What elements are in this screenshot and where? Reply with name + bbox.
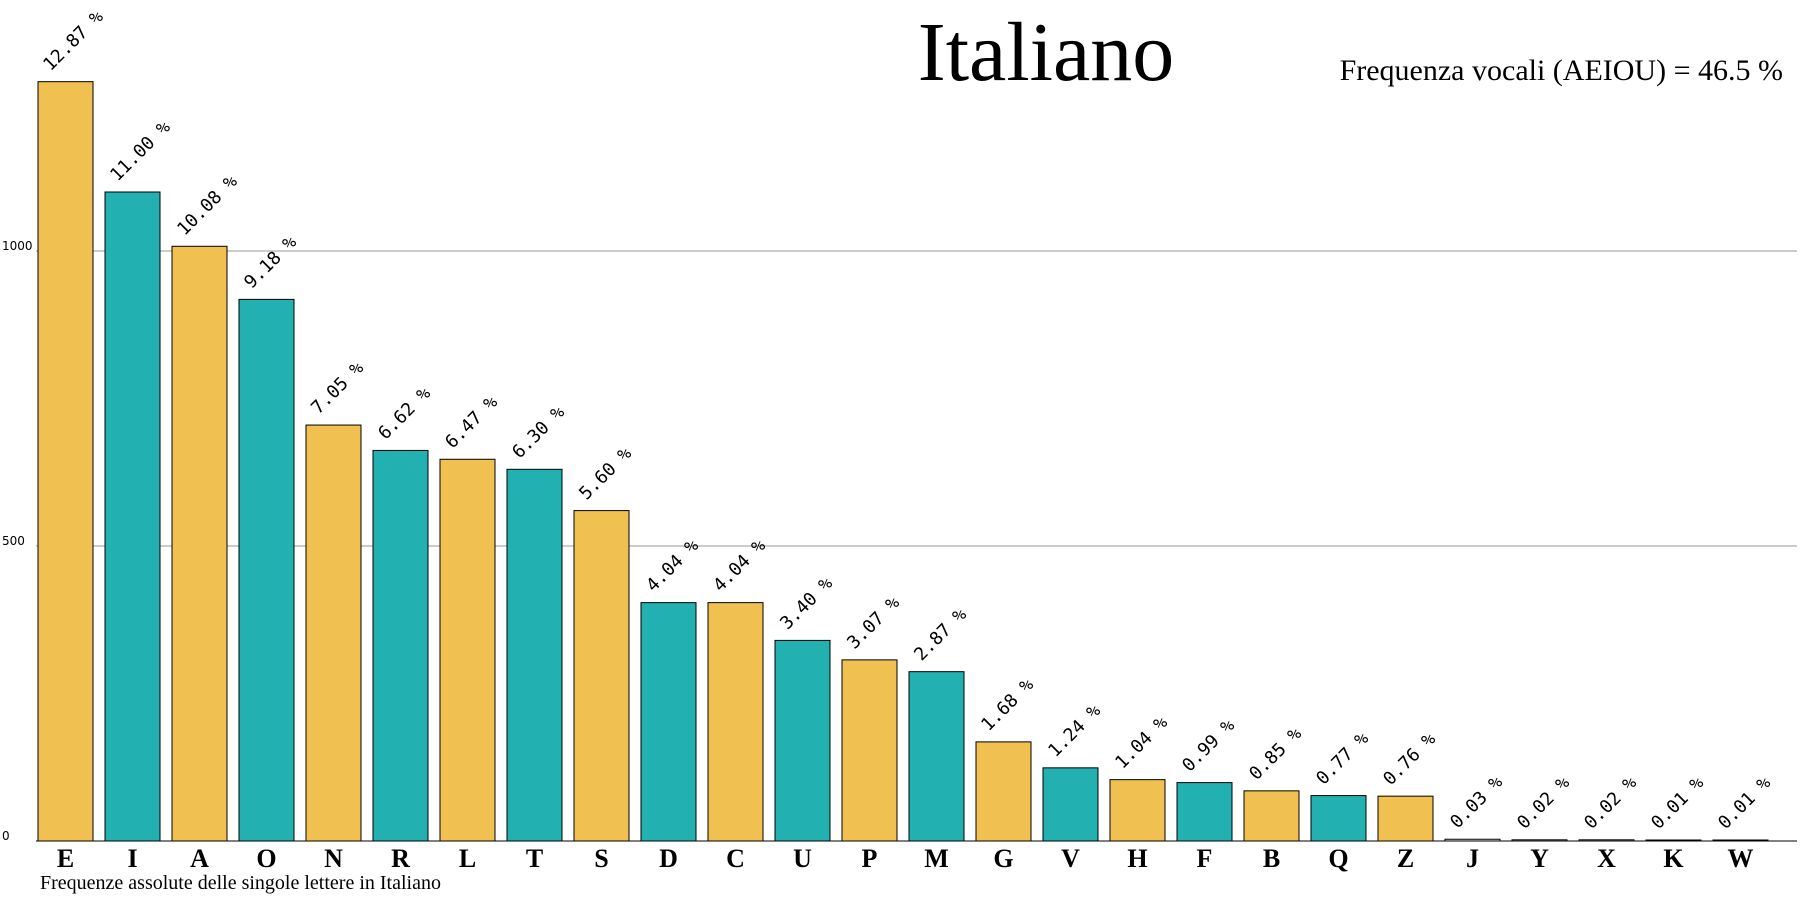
bar-H [1109, 779, 1166, 842]
category-label-H: H [1127, 844, 1147, 873]
y-tick-labels: 0 500 1000 [2, 239, 33, 843]
data-label-Q: 0.77 % [1312, 728, 1373, 789]
data-label-Z: 0.76 % [1379, 729, 1440, 790]
bar-E [37, 81, 94, 842]
bar-D [640, 602, 697, 842]
data-label-U: 3.40 % [776, 573, 837, 634]
data-label-M: 2.87 % [910, 604, 971, 665]
category-label-P: P [862, 844, 878, 873]
category-label-L: L [459, 844, 476, 873]
bar-B [1243, 790, 1300, 842]
data-label-O: 9.18 % [240, 232, 301, 293]
data-label-D: 4.04 % [642, 535, 703, 596]
bar-M [908, 671, 965, 842]
category-label-G: G [993, 844, 1013, 873]
data-label-K: 0.01 % [1647, 773, 1708, 834]
chart-caption: Frequenze assolute delle singole lettere… [40, 872, 441, 894]
bar-N [305, 424, 362, 842]
category-label-J: J [1466, 844, 1479, 873]
category-label-U: U [793, 844, 812, 873]
bar-I [104, 191, 161, 842]
vowel-frequency-note: Frequenza vocali (AEIOU) = 46.5 % [1340, 54, 1783, 87]
bar-A [171, 245, 228, 842]
data-label-G: 1.68 % [977, 674, 1038, 735]
bar-L [439, 458, 496, 842]
bar-V [1042, 767, 1099, 842]
data-labels: 12.87 %11.00 %10.08 %9.18 %7.05 % 6.62 % 6… [39, 7, 1775, 834]
category-label-T: T [526, 844, 543, 873]
data-label-F: 0.99 % [1178, 715, 1239, 776]
bar-R [372, 449, 429, 842]
data-label-X: 0.02 % [1580, 772, 1641, 833]
data-label-A: 10.08 % [173, 171, 242, 240]
category-label-K: K [1663, 844, 1684, 873]
category-label-D: D [659, 844, 678, 873]
category-label-I: I [127, 844, 137, 873]
category-label-Z: Z [1397, 844, 1414, 873]
category-label-F: F [1197, 844, 1213, 873]
bar-F [1176, 782, 1233, 842]
category-label-Q: Q [1328, 844, 1348, 873]
data-label-J: 0.03 % [1446, 772, 1507, 833]
chart-title: Italiano [918, 6, 1175, 99]
bar-Z [1377, 795, 1434, 842]
data-label-R: 6.62 % [374, 383, 435, 444]
bar-U [774, 639, 831, 842]
data-label-S: 5.60 % [575, 443, 636, 504]
category-label-Y: Y [1530, 844, 1549, 873]
bar-S [573, 510, 630, 842]
category-label-M: M [924, 844, 949, 873]
gridlines [36, 250, 1797, 547]
data-label-P: 3.07 % [843, 592, 904, 653]
bar-G [975, 741, 1032, 842]
category-label-C: C [726, 844, 745, 873]
y-tick-label-500: 500 [2, 534, 25, 548]
bars [37, 81, 1769, 842]
data-label-N: 7.05 % [307, 358, 368, 419]
category-label-A: A [190, 844, 209, 873]
data-label-E: 12.87 % [39, 7, 108, 76]
data-label-W: 0.01 % [1714, 773, 1775, 834]
data-label-V: 1.24 % [1044, 700, 1105, 761]
y-tick-label-0: 0 [2, 829, 10, 843]
category-label-W: W [1728, 844, 1754, 873]
category-label-X: X [1597, 844, 1616, 873]
category-label-S: S [594, 844, 608, 873]
data-label-Y: 0.02 % [1513, 772, 1574, 833]
category-label-V: V [1061, 844, 1080, 873]
bar-Q [1310, 795, 1367, 842]
category-label-B: B [1263, 844, 1280, 873]
bar-P [841, 659, 898, 842]
category-label-O: O [256, 844, 276, 873]
data-label-C: 4.04 % [709, 535, 770, 596]
data-label-L: 6.47 % [441, 392, 502, 453]
bar-T [506, 468, 563, 842]
category-label-N: N [324, 844, 343, 873]
data-label-H: 1.04 % [1111, 712, 1172, 773]
category-label-E: E [57, 844, 74, 873]
data-label-I: 11.00 % [106, 117, 175, 186]
data-label-T: 6.30 % [508, 402, 569, 463]
y-tick-label-1000: 1000 [2, 239, 33, 253]
data-label-B: 0.85 % [1245, 723, 1306, 784]
bar-C [707, 602, 764, 842]
bar-O [238, 298, 295, 842]
category-label-R: R [391, 844, 410, 873]
